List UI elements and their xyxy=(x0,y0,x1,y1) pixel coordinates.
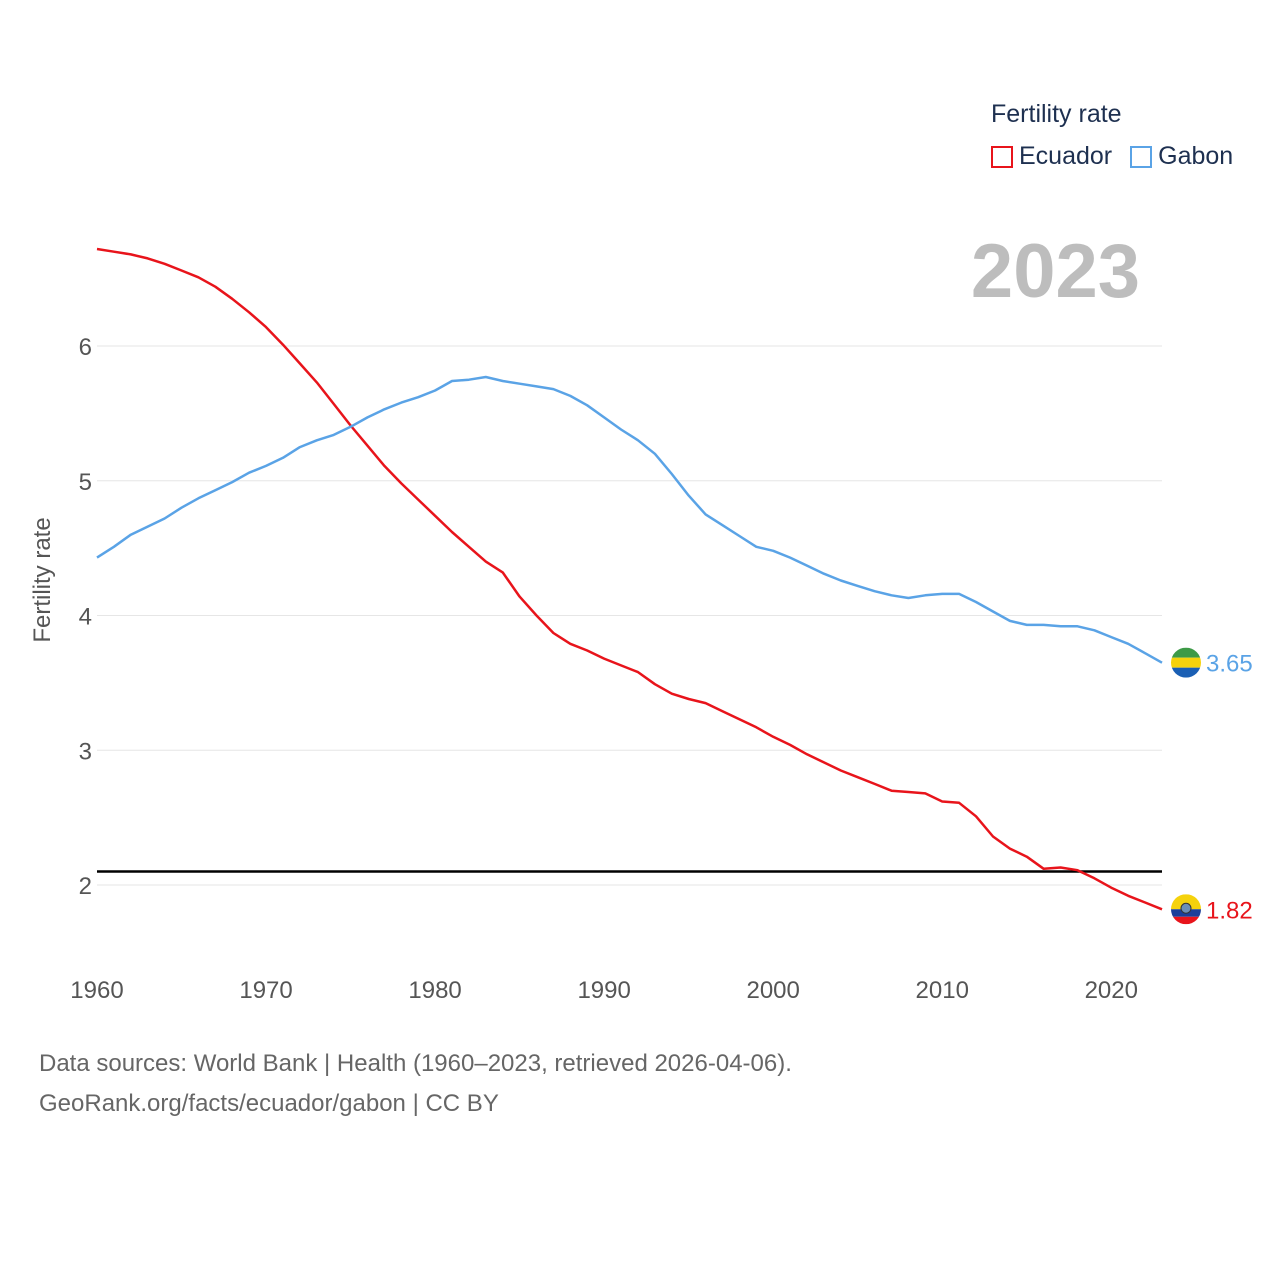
end-value-ecuador: 1.82 xyxy=(1206,897,1253,924)
series-line-ecuador xyxy=(96,247,1163,911)
flag-ecuador-icon xyxy=(1171,894,1201,925)
legend-item-ecuador[interactable]: Ecuador xyxy=(991,142,1112,171)
footer: Data sources: World Bank | Health (1960–… xyxy=(39,1044,792,1124)
legend-item-gabon[interactable]: Gabon xyxy=(1130,142,1233,171)
x-tick-2020: 2020 xyxy=(1085,977,1138,1004)
y-tick-3: 3 xyxy=(79,738,92,765)
y-tick-5: 5 xyxy=(79,469,92,496)
legend-label-gabon: Gabon xyxy=(1158,142,1234,170)
x-tick-1980: 1980 xyxy=(408,977,461,1004)
legend-title: Fertility rate xyxy=(991,100,1122,128)
attribution-link[interactable]: GeoRank.org/facts/ecuador/gabon | CC BY xyxy=(39,1090,499,1117)
series-end-markers: 1.82 3.65 xyxy=(1171,647,1253,925)
x-tick-2010: 2010 xyxy=(916,977,969,1004)
x-tick-1960: 1960 xyxy=(70,977,123,1004)
y-tick-6: 6 xyxy=(79,334,92,361)
data-source-text: Data sources: World Bank | Health (1960–… xyxy=(39,1050,792,1077)
y-axis-label: Fertility rate xyxy=(29,517,56,642)
y-tick-2: 2 xyxy=(79,873,92,900)
legend-swatch-ecuador xyxy=(991,145,1013,168)
x-tick-1970: 1970 xyxy=(239,977,292,1004)
x-tick-2000: 2000 xyxy=(746,977,799,1004)
legend: Ecuador Gabon xyxy=(991,142,1251,171)
flag-gabon-icon xyxy=(1171,647,1201,678)
x-tick-1990: 1990 xyxy=(577,977,630,1004)
gridlines xyxy=(97,345,1162,886)
series-line-gabon xyxy=(96,375,1163,664)
y-tick-4: 4 xyxy=(79,604,92,631)
y-tick-labels: 2 3 4 5 6 xyxy=(79,334,92,900)
current-year-label: 2023 xyxy=(970,229,1140,314)
end-value-gabon: 3.65 xyxy=(1206,651,1253,678)
legend-label-ecuador: Ecuador xyxy=(1019,142,1113,170)
x-tick-labels: 1960 1970 1980 1990 2000 2010 2020 xyxy=(70,977,1138,1004)
legend-swatch-gabon xyxy=(1130,145,1153,168)
series-lines xyxy=(96,247,1163,911)
